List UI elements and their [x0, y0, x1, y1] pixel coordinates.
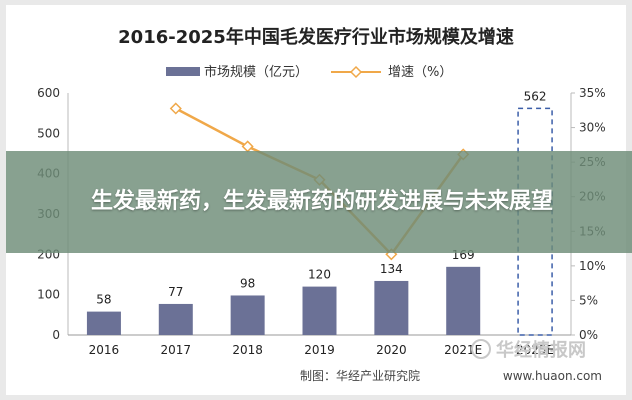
bar-value-label: 562 — [524, 89, 547, 103]
bar-value-label: 120 — [308, 268, 331, 282]
x-tick-label: 2017 — [161, 343, 192, 357]
x-tick-labels: 2016 2017 2018 2019 2020 2021E 2025E — [89, 343, 554, 357]
bar — [86, 311, 121, 335]
banner-headline: 生发最新药，生发最新药的研发进展与未来展望 — [90, 189, 553, 214]
title-banner: 生发最新药，生发最新药的研发进展与未来展望 — [6, 151, 632, 253]
right-tick-label: 35% — [579, 86, 606, 100]
growth-marker — [241, 140, 254, 153]
bar — [158, 303, 193, 335]
watermark-text: 华经情报网 — [496, 339, 586, 361]
x-tick-label: 2018 — [232, 343, 263, 357]
left-tick-label: 500 — [37, 126, 60, 140]
watermark-logo — [471, 339, 491, 359]
legend-swatch-market-size — [166, 67, 200, 76]
x-tick-label: 2021E — [444, 343, 482, 357]
right-tick-label: 5% — [579, 293, 598, 307]
legend-marker-growth — [349, 65, 363, 79]
x-tick-label: 2025E — [516, 343, 554, 357]
bar — [374, 280, 409, 335]
chart-source: 制图：华经产业研究院 — [300, 368, 420, 383]
bar-value-label: 77 — [168, 285, 183, 299]
right-tick-label: 30% — [579, 121, 606, 135]
bar-value-label: 58 — [96, 293, 111, 307]
x-tick-label: 2020 — [376, 343, 407, 357]
chart-title: 2016-2025年中国毛发医疗行业市场规模及增速 — [118, 26, 514, 48]
left-tick-label: 0 — [52, 328, 60, 342]
x-tick-label: 2016 — [89, 343, 120, 357]
bar — [230, 295, 265, 335]
bar-value-label: 134 — [380, 262, 403, 276]
chart-card: 2016-2025年中国毛发医疗行业市场规模及增速 市场规模（亿元） 增速（%）… — [6, 5, 632, 395]
legend-label-growth: 增速（%） — [388, 65, 452, 80]
bar — [446, 266, 481, 335]
right-tick-label: 0% — [579, 328, 598, 342]
bar-value-label: 98 — [240, 276, 255, 290]
right-tick-label: 10% — [579, 259, 606, 273]
chart-legend: 市场规模（亿元） 增速（%） — [166, 64, 452, 80]
growth-marker — [169, 102, 182, 115]
watermark-url: www.huaon.com — [503, 369, 602, 383]
watermark: 华经情报网 www.huaon.com — [471, 339, 602, 383]
x-tick-label: 2019 — [304, 343, 335, 357]
legend-label-market-size: 市场规模（亿元） — [204, 64, 308, 80]
bar — [302, 286, 337, 335]
left-tick-label: 600 — [37, 86, 60, 100]
left-tick-label: 100 — [37, 288, 60, 302]
